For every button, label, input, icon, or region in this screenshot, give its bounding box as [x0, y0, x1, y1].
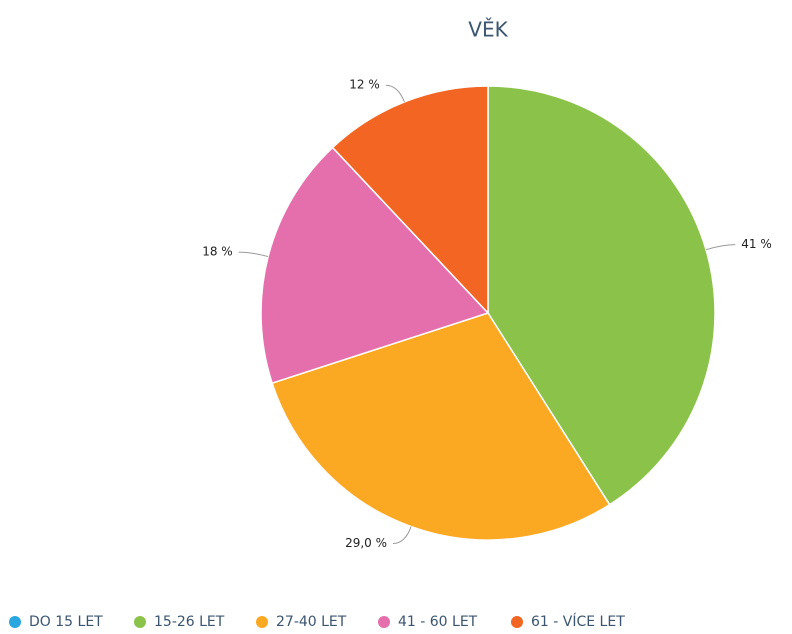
leader-line — [385, 84, 405, 103]
value-label: 41 % — [741, 237, 772, 251]
legend-label: DO 15 LET — [29, 614, 103, 630]
leader-line — [238, 251, 269, 258]
leader-line — [705, 244, 736, 251]
pie-slice — [271, 312, 611, 541]
legend-marker — [134, 616, 146, 628]
legend-marker — [9, 616, 21, 628]
value-label: 12 % — [349, 78, 380, 92]
legend-marker — [378, 616, 390, 628]
legend-label: 15-26 LET — [154, 614, 225, 630]
pie-slice — [487, 85, 716, 506]
chart-title: VĚK — [468, 18, 508, 42]
value-label: 18 % — [202, 245, 233, 259]
legend-marker — [511, 616, 523, 628]
value-label: 29,0 % — [345, 536, 387, 550]
legend-label: 61 - VÍCE LET — [531, 613, 625, 630]
pie-slice — [331, 85, 489, 315]
leader-line — [392, 526, 412, 545]
legend-marker — [256, 616, 268, 628]
legend-label: 27-40 LET — [276, 614, 347, 630]
legend-label: 41 - 60 LET — [398, 614, 478, 630]
pie-slice — [260, 146, 490, 385]
